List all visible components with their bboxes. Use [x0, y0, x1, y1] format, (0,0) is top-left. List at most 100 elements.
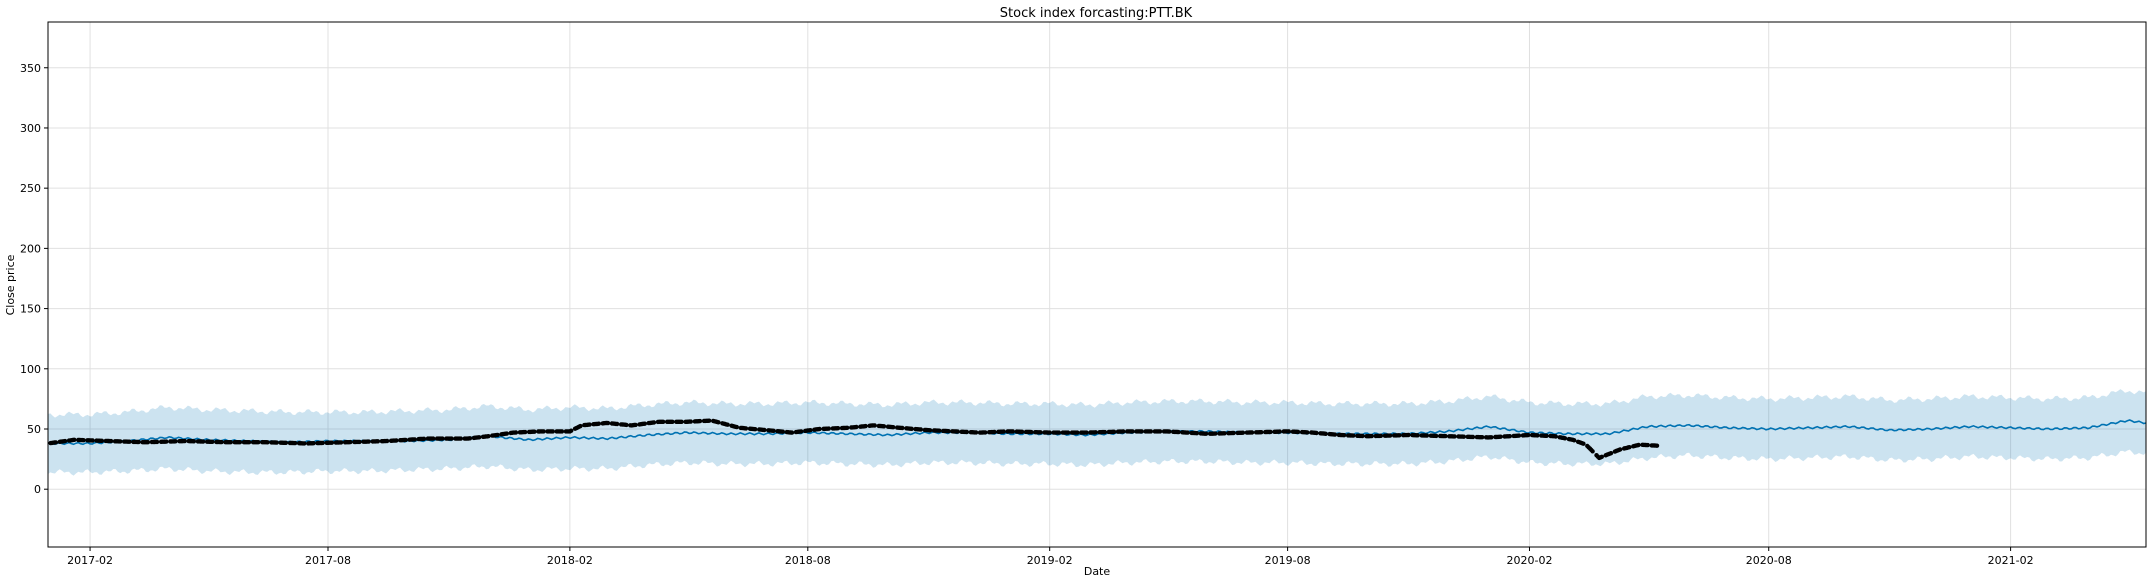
observed-point [1167, 429, 1172, 434]
observed-point [292, 440, 298, 446]
observed-point [1351, 433, 1356, 438]
observed-point [532, 429, 537, 434]
observed-point [1553, 434, 1559, 439]
chart-title: Stock index forcasting:PTT.BK [1000, 6, 1193, 21]
observed-point [569, 428, 574, 433]
y-tick-label: 50 [27, 423, 41, 436]
observed-point [642, 421, 647, 426]
observed-point [504, 431, 509, 436]
observed-point [338, 440, 344, 445]
observed-point [1406, 432, 1411, 438]
observed-point [762, 427, 767, 433]
observed-point [1654, 443, 1660, 448]
observed-point [228, 440, 233, 445]
observed-point [872, 423, 877, 428]
y-tick-label: 0 [34, 483, 41, 496]
y-tick-label: 150 [20, 303, 41, 316]
observed-point [1461, 434, 1467, 439]
observed-point [237, 440, 243, 445]
observed-point [808, 428, 813, 433]
observed-point [578, 423, 583, 429]
observed-point [679, 419, 684, 424]
y-tick-label: 250 [20, 182, 41, 195]
observed-point [964, 429, 970, 435]
observed-point [99, 438, 105, 443]
observed-point [1590, 449, 1595, 454]
observed-point [1581, 441, 1586, 446]
observed-point [1323, 431, 1328, 436]
observed-point [1286, 429, 1292, 434]
observed-point [1489, 435, 1494, 440]
observed-point [375, 439, 381, 444]
observed-point [1452, 434, 1457, 439]
observed-point [753, 427, 758, 432]
observed-point [1480, 435, 1485, 440]
observed-point [164, 439, 169, 444]
observed-point [513, 430, 519, 435]
observed-points [48, 418, 1660, 461]
observed-point [523, 429, 528, 435]
observed-point [72, 437, 77, 442]
x-tick-label: 2021-02 [1988, 554, 2034, 567]
observed-point [200, 439, 206, 444]
observed-point [311, 441, 316, 446]
observed-point [863, 423, 868, 429]
observed-point [596, 421, 601, 426]
grid-lines [48, 22, 2146, 547]
observed-point [835, 426, 841, 431]
observed-point [983, 430, 988, 435]
observed-point [817, 426, 822, 432]
observed-point [1056, 430, 1062, 435]
observed-point [955, 429, 960, 434]
y-tick-label: 100 [20, 363, 41, 376]
observed-point [697, 418, 703, 424]
observed-point [1498, 434, 1503, 439]
observed-point [688, 419, 693, 424]
observed-point [1277, 429, 1282, 434]
observed-point [1075, 430, 1080, 435]
observed-point [1038, 430, 1043, 435]
x-tick-label: 2017-08 [305, 554, 351, 567]
observed-point [302, 441, 307, 446]
observed-point [1397, 433, 1402, 438]
observed-point [992, 429, 997, 435]
observed-point [1608, 451, 1614, 456]
observed-point [587, 422, 592, 427]
observed-point [900, 425, 905, 431]
observed-point [467, 436, 473, 441]
x-tick-label: 2019-08 [1265, 554, 1311, 567]
observed-point [1341, 433, 1347, 438]
y-tick-label: 300 [20, 122, 41, 135]
observed-point [1378, 433, 1384, 438]
observed-point [329, 440, 335, 445]
observed-point [274, 440, 279, 445]
observed-point [1526, 432, 1531, 438]
observed-point [1618, 447, 1623, 452]
observed-point [799, 429, 804, 434]
observed-point [136, 439, 141, 445]
observed-point [1627, 445, 1632, 450]
observed-point [633, 422, 638, 428]
observed-point [348, 439, 353, 445]
observed-point [1231, 430, 1236, 436]
observed-point [707, 418, 712, 423]
observed-point [118, 439, 123, 444]
observed-point [559, 429, 565, 434]
observed-point [1424, 433, 1430, 438]
observed-point [881, 424, 887, 429]
observed-point [1645, 442, 1651, 448]
x-tick-label: 2018-02 [547, 554, 593, 567]
observed-point [605, 420, 611, 426]
observed-point [780, 429, 785, 434]
observed-point [412, 437, 417, 442]
observed-point [366, 439, 371, 444]
observed-point [1148, 429, 1154, 434]
observed-point [1194, 431, 1200, 436]
observed-point [1572, 438, 1577, 443]
observed-point [1157, 429, 1163, 434]
observed-point [1240, 430, 1246, 435]
x-tick-label: 2019-02 [1027, 554, 1073, 567]
observed-point [1222, 431, 1227, 436]
